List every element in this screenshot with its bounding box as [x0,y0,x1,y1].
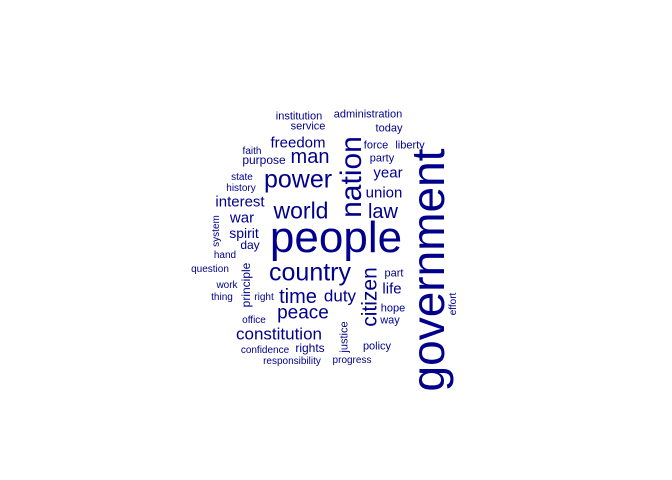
word-duty: duty [323,286,357,306]
word-hope: hope [380,302,406,315]
word-liberty: liberty [395,139,425,152]
word-man: man [290,146,330,168]
word-justice: justice [338,321,351,353]
word-nation: nation [335,136,368,218]
word-union: union [365,184,403,202]
word-rights: rights [295,341,325,355]
word-way: way [380,314,400,327]
word-work: work [216,280,238,291]
word-day: day [240,238,260,252]
word-service: service [290,120,326,133]
word-principle: principle [239,262,253,308]
word-system: system [211,215,222,247]
word-world: world [273,197,329,224]
word-progress: progress [332,355,372,366]
word-government: government [402,148,454,392]
word-purpose: purpose [242,153,286,167]
word-year: year [373,164,403,182]
word-power: power [263,165,333,194]
word-party: party [369,152,395,165]
word-war: war [229,209,255,227]
word-thing: thing [211,292,233,303]
word-force: force [363,139,389,152]
word-state: state [231,172,253,183]
word-law: law [367,201,399,223]
word-spirit: spirit [229,225,259,241]
word-hand: hand [213,250,237,261]
word-people: people [269,213,403,262]
word-country: country [269,258,351,287]
word-interest: interest [215,193,265,211]
word-office: office [242,315,266,326]
word-effort: effort [448,292,459,316]
word-history: history [226,183,256,194]
word-question: question [191,264,229,275]
word-confidence: confidence [240,345,290,356]
word-life: life [382,280,402,298]
word-time: time [279,286,317,308]
word-administration: administration [333,108,403,121]
word-today: today [375,122,403,135]
word-policy: policy [362,340,392,353]
word-part: part [384,267,404,280]
word-freedom: freedom [270,134,326,152]
word-faith: faith [242,146,262,157]
word-citizen: citizen [358,267,382,327]
word-right: right [254,292,274,303]
word-constitution: constitution [236,324,322,344]
word-institution: institution [275,110,323,123]
word-peace: peace [277,302,329,324]
word-responsibility: responsibility [263,356,321,367]
